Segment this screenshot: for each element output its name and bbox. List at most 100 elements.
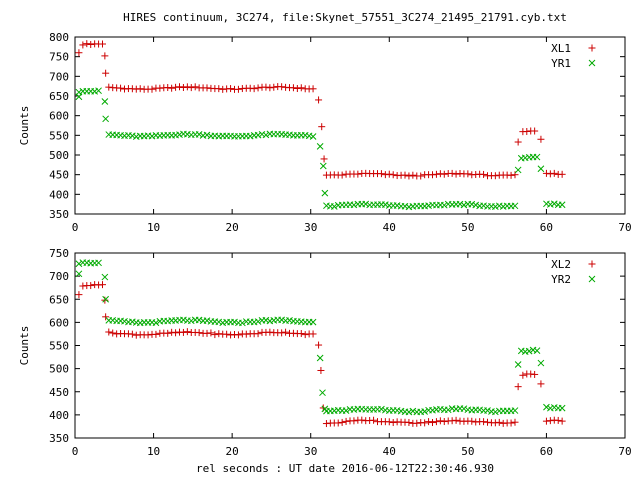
data-point: [75, 49, 83, 57]
data-point-b: [492, 408, 499, 416]
data-point: [102, 295, 109, 303]
data-point: [531, 370, 539, 378]
x-tick-label: 20: [226, 221, 239, 234]
data-point-b: [187, 317, 195, 325]
data-point-b: [480, 202, 487, 210]
data-point: [282, 328, 290, 336]
data-point: [330, 203, 338, 210]
data-point: [83, 40, 91, 48]
data-point-b: [262, 131, 270, 139]
data-point: [377, 170, 385, 178]
data-point-b: [203, 131, 211, 139]
data-point: [385, 170, 393, 178]
legend-label: XL1: [551, 42, 571, 55]
data-point: [297, 330, 305, 338]
data-point: [421, 408, 428, 415]
data-point: [338, 171, 346, 179]
data-point-b: [421, 408, 428, 415]
data-point-b: [309, 133, 317, 140]
data-point: [425, 418, 433, 426]
data-point: [429, 419, 436, 427]
data-point: [168, 84, 176, 92]
data-point: [550, 200, 558, 208]
data-point: [309, 85, 317, 93]
y-tick-label: 600: [49, 316, 69, 329]
y-tick-label: 750: [49, 51, 69, 64]
data-point: [464, 170, 472, 178]
x-tick-label: 30: [304, 445, 317, 458]
data-point: [101, 98, 109, 105]
data-point: [203, 84, 211, 92]
data-point: [309, 318, 317, 326]
data-point: [172, 329, 180, 337]
plot-frame: [74, 36, 626, 215]
data-point-b: [319, 389, 326, 397]
data-point: [250, 85, 258, 93]
data-point: [511, 418, 519, 426]
data-point: [452, 170, 460, 178]
data-point: [354, 170, 362, 178]
data-point: [531, 127, 539, 135]
data-point: [87, 282, 95, 290]
data-point: [301, 331, 309, 339]
data-point: [436, 170, 444, 178]
data-point: [179, 328, 187, 336]
data-point: [187, 84, 195, 92]
data-point: [262, 83, 270, 91]
data-point: [480, 202, 487, 210]
data-point: [319, 389, 326, 397]
data-point: [148, 85, 156, 93]
data-point-b: [537, 165, 545, 173]
data-point: [417, 172, 425, 180]
data-point: [389, 419, 397, 427]
series-xl1: [75, 40, 566, 180]
data-point: [316, 354, 324, 362]
data-point-b: [75, 260, 83, 268]
data-point: [191, 83, 199, 91]
data-point-b: [321, 189, 329, 197]
data-point: [537, 380, 545, 388]
data-point: [254, 84, 262, 92]
data-point: [452, 416, 460, 424]
y-tick-label: 650: [49, 90, 69, 103]
data-point-b: [75, 93, 83, 101]
data-point: [234, 85, 242, 93]
data-point: [293, 84, 301, 92]
data-point: [105, 83, 113, 91]
y-tick-label: 350: [49, 432, 69, 445]
data-point-b: [342, 407, 350, 414]
data-point: [382, 201, 389, 208]
data-point-b: [517, 347, 525, 355]
data-point: [492, 408, 499, 416]
data-point-b: [533, 153, 541, 161]
data-point-b: [558, 404, 566, 412]
data-point: [409, 171, 417, 179]
data-point: [203, 317, 211, 324]
data-point-b: [203, 317, 211, 324]
data-point-b: [101, 98, 109, 105]
data-point-b: [378, 405, 385, 413]
data-point: [519, 371, 527, 379]
data-point: [289, 84, 297, 92]
top-panel: 0 10 20 30 40 50 60 70 350 400 450 500 550 600 650 700 7…: [18, 31, 632, 234]
data-point-b: [405, 408, 413, 416]
data-point: [413, 419, 421, 427]
data-point: [79, 41, 87, 49]
data-point: [550, 169, 558, 177]
plot-frame: [74, 252, 626, 439]
data-point: [262, 131, 270, 139]
data-point: [358, 416, 366, 424]
legend-marker-xl2: [588, 260, 596, 268]
data-point: [215, 85, 223, 93]
data-point: [87, 41, 95, 49]
x-tick-label: 0: [72, 221, 79, 234]
data-point: [102, 69, 110, 77]
y-tick-label: 650: [49, 293, 69, 306]
data-point-b: [102, 295, 109, 303]
data-point: [99, 281, 106, 289]
data-point-b: [511, 407, 519, 414]
data-point: [342, 417, 350, 425]
y-axis-label: Counts: [18, 106, 31, 146]
data-point: [456, 200, 464, 208]
x-tick-label: 10: [147, 221, 160, 234]
